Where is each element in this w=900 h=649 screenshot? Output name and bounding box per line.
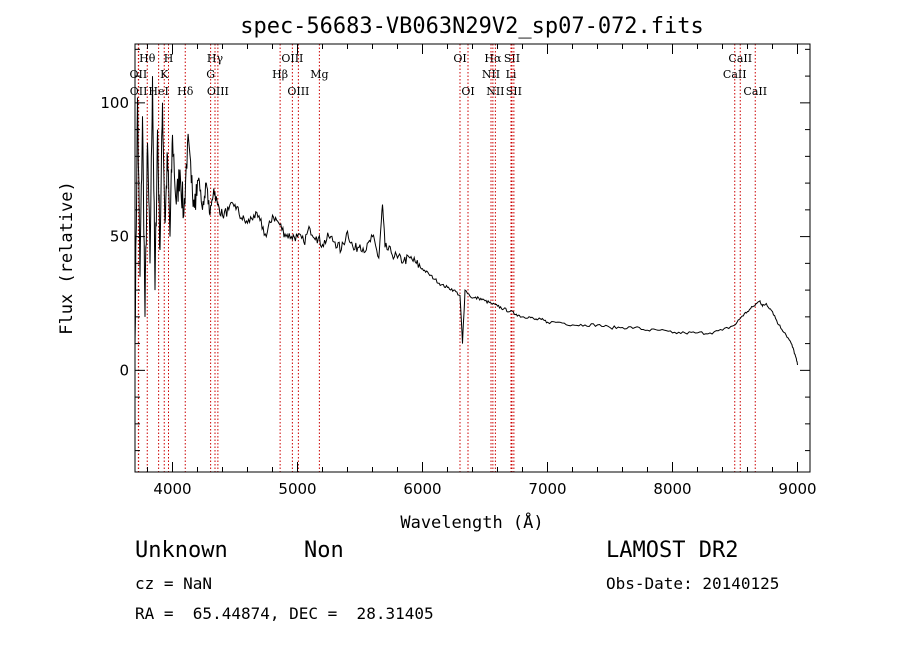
marker-label: H: [164, 52, 174, 65]
marker-label: CaII: [723, 68, 747, 81]
plot-frame: [134, 43, 811, 473]
y-axis: 0 50 100: [100, 48, 810, 452]
marker-label: SII: [506, 85, 522, 98]
marker-label: CaII: [728, 52, 752, 65]
marker-label: OI: [461, 85, 474, 98]
x-axis: 4000 5000 6000 7000 8000 9000: [147, 44, 817, 498]
marker-label: OIII: [281, 52, 303, 65]
object-subclass: Non: [304, 538, 344, 563]
x-tick-label: 8000: [653, 480, 691, 498]
marker-label: G: [206, 68, 215, 81]
x-tick-label: 4000: [153, 480, 191, 498]
spectrum-series: [134, 76, 798, 366]
y-tick-label: 0: [119, 361, 129, 379]
y-axis-label: Flux (relative): [57, 181, 77, 335]
x-axis-label: Wavelength (Å): [400, 511, 543, 533]
survey-name: LAMOST DR2: [606, 538, 739, 563]
marker-label: Hα: [484, 52, 502, 65]
chart-title: spec-56683-VB063N29V2_sp07-072.fits: [240, 14, 704, 39]
marker-label: Hδ: [177, 85, 194, 98]
x-tick-label: 6000: [403, 480, 441, 498]
redshift-cz: cz = NaN: [135, 574, 213, 593]
spectrum-line: [134, 76, 798, 366]
marker-label: Mg: [310, 68, 328, 81]
marker-label: OIII: [287, 85, 309, 98]
coordinates: RA = 65.44874, DEC = 28.31405: [135, 604, 434, 623]
marker-label: Hθ: [139, 52, 156, 65]
marker-label: HeI: [148, 85, 168, 98]
marker-label: Li: [506, 68, 517, 81]
object-class: Unknown: [135, 538, 228, 563]
marker-label: Hγ: [207, 52, 224, 65]
marker-label: OIII: [207, 85, 229, 98]
x-tick-label: 5000: [278, 480, 316, 498]
marker-label: NII: [482, 68, 500, 81]
marker-label: OI: [453, 52, 466, 65]
marker-label: NII: [486, 85, 504, 98]
marker-label: Hβ: [272, 68, 288, 81]
marker-label: OII: [130, 68, 148, 81]
x-tick-label: 7000: [528, 480, 566, 498]
marker-label: CaII: [743, 85, 767, 98]
marker-label: OII: [130, 85, 148, 98]
observation-date: Obs-Date: 20140125: [606, 574, 780, 593]
y-tick-label: 50: [110, 228, 129, 246]
x-tick-label: 9000: [778, 480, 816, 498]
marker-label: SII: [504, 52, 520, 65]
marker-label: K: [160, 68, 169, 81]
y-tick-label: 100: [100, 94, 129, 112]
